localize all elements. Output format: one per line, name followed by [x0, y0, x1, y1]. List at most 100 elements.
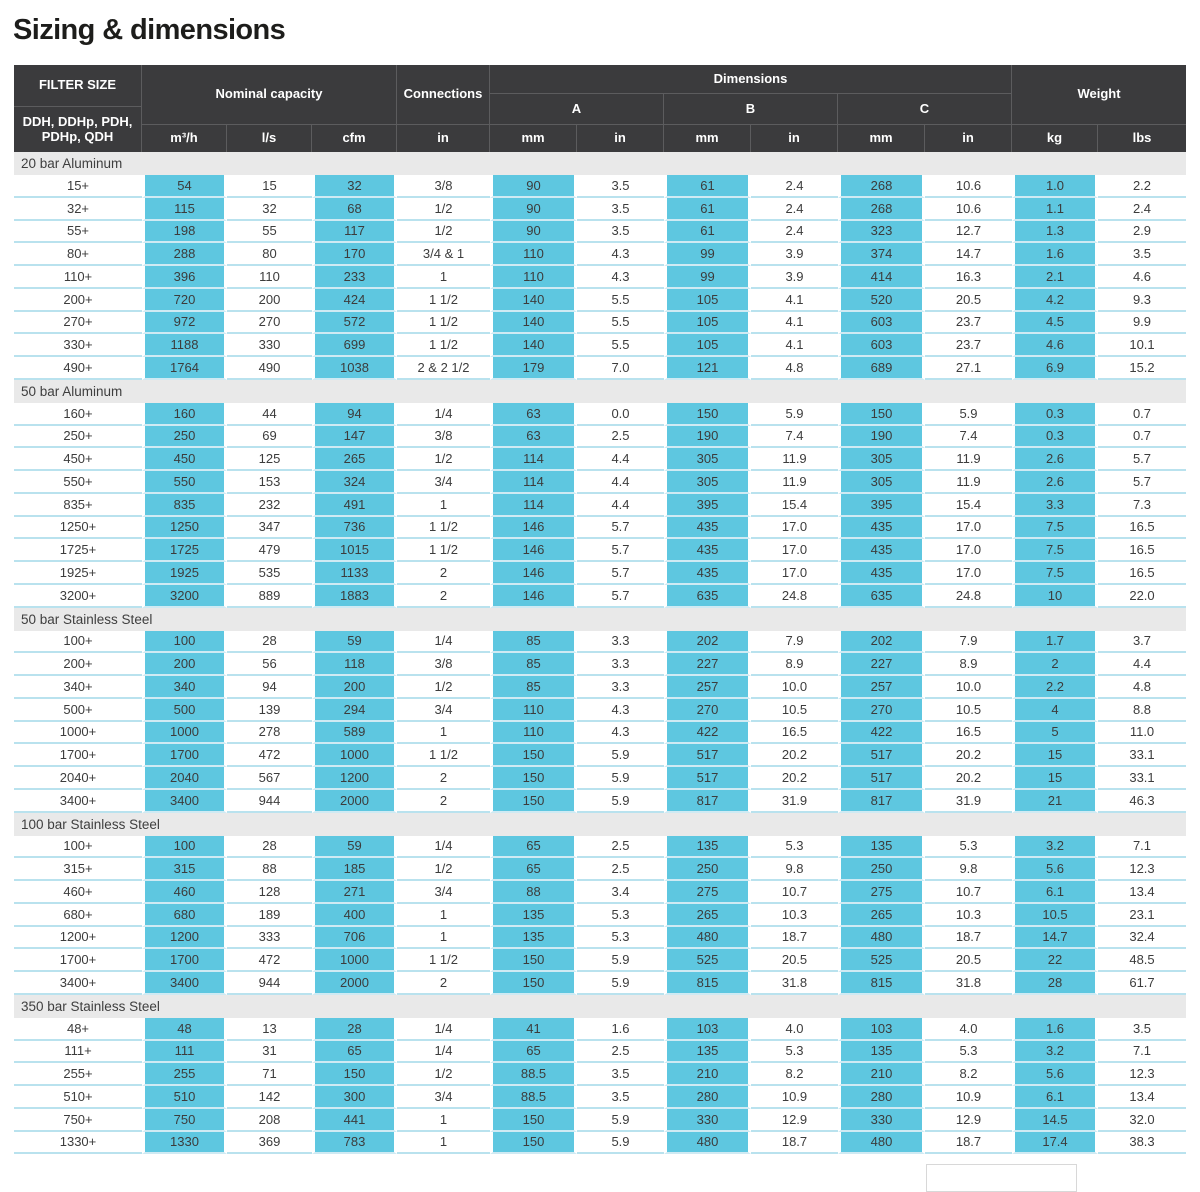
- table-row: 1700+ 1700 472 1000 1 1/2 150 5.9 517 20.2 517 20.…: [14, 744, 1186, 767]
- table-row: 3200+ 3200 889 1883 2 146 5.7 635 24.8 635 24.8 10 2…: [14, 584, 1186, 608]
- cell-a-mm: 146: [490, 516, 577, 540]
- cell-c-mm: 265: [838, 903, 925, 927]
- cutoff-box: [926, 1164, 1077, 1192]
- cell-b-mm: 330: [664, 1108, 751, 1132]
- cell-capacity-cfm: 706: [312, 926, 397, 950]
- cell-capacity-m3h: 1200: [142, 926, 227, 950]
- cell-connection-in: 1/4: [397, 631, 490, 654]
- cell-c-in: 10.6: [925, 175, 1012, 198]
- cell-weight-kg: 2.1: [1012, 266, 1098, 289]
- cell-capacity-ls: 944: [227, 790, 312, 813]
- table-row: 750+ 750 208 441 1 150 5.9 330 12.9 330 12.9 14.5 32…: [14, 1108, 1186, 1132]
- cell-b-mm: 517: [664, 767, 751, 790]
- cell-c-mm: 395: [838, 493, 925, 517]
- cell-a-in: 5.9: [577, 744, 664, 767]
- cell-b-in: 11.9: [751, 471, 838, 494]
- cell-capacity-cfm: 271: [312, 881, 397, 904]
- cell-capacity-m3h: 250: [142, 425, 227, 449]
- cell-capacity-ls: 128: [227, 881, 312, 904]
- cell-b-in: 31.9: [751, 790, 838, 813]
- cell-c-in: 7.4: [925, 426, 1012, 449]
- cell-connection-in: 1: [397, 904, 490, 927]
- header-filter-size: FILTER SIZE DDH, DDHp, PDH, PDHp, QDH: [14, 65, 141, 152]
- cell-a-in: 3.3: [577, 653, 664, 676]
- cell-c-in: 31.8: [925, 972, 1012, 995]
- cell-c-in: 17.0: [925, 562, 1012, 585]
- cell-capacity-ls: 535: [227, 562, 312, 585]
- table-row: 550+ 550 153 324 3/4 114 4.4 305 11.9 305 11.9 2.6 5…: [14, 471, 1186, 494]
- table-row: 55+ 198 55 117 1/2 90 3.5 61 2.4 323 12.7 1.3 2.9: [14, 220, 1186, 244]
- cell-c-mm: 480: [838, 926, 925, 950]
- col-header-c-mm: mm: [838, 125, 924, 152]
- header-filter-size-models: DDH, DDHp, PDH, PDHp, QDH: [22, 113, 133, 144]
- table-row: 100+ 100 28 59 1/4 85 3.3 202 7.9 202 7.9 1.7 3.7: [14, 630, 1186, 654]
- table-row: 340+ 340 94 200 1/2 85 3.3 257 10.0 257 10.0 2.2 4.8: [14, 676, 1186, 699]
- cell-c-in: 20.2: [925, 744, 1012, 767]
- col-header-a-mm: mm: [490, 125, 576, 152]
- cell-filter-size: 490+: [14, 357, 142, 380]
- cell-weight-lbs: 11.0: [1098, 722, 1186, 745]
- cell-c-mm: 525: [838, 949, 925, 972]
- cell-weight-lbs: 2.2: [1098, 175, 1186, 198]
- cell-b-mm: 135: [664, 835, 751, 859]
- cell-b-in: 31.8: [751, 972, 838, 995]
- col-header-a-in: in: [577, 125, 663, 152]
- cell-weight-kg: 21: [1012, 789, 1098, 813]
- cell-weight-lbs: 4.8: [1098, 676, 1186, 699]
- cell-filter-size: 55+: [14, 221, 142, 244]
- cell-a-in: 4.3: [577, 722, 664, 745]
- cell-c-mm: 520: [838, 288, 925, 312]
- cell-c-mm: 414: [838, 266, 925, 289]
- cell-b-mm: 61: [664, 220, 751, 244]
- cell-b-mm: 99: [664, 266, 751, 289]
- cell-capacity-ls: 110: [227, 266, 312, 289]
- cell-b-mm: 265: [664, 903, 751, 927]
- cell-c-in: 5.3: [925, 1041, 1012, 1064]
- cell-weight-lbs: 9.9: [1098, 312, 1186, 335]
- cell-a-in: 5.7: [577, 539, 664, 562]
- col-header-m3h: m³/h: [142, 125, 226, 152]
- cell-capacity-cfm: 2000: [312, 789, 397, 813]
- cell-b-mm: 817: [664, 789, 751, 813]
- cell-filter-size: 450+: [14, 448, 142, 471]
- cell-weight-kg: 22: [1012, 949, 1098, 972]
- col-header-b-in: in: [751, 125, 837, 152]
- cell-capacity-ls: 472: [227, 949, 312, 972]
- cell-b-mm: 270: [664, 698, 751, 722]
- cell-a-mm: 85: [490, 676, 577, 699]
- table-row: 2040+ 2040 567 1200 2 150 5.9 517 20.2 517 20.2 15 3…: [14, 767, 1186, 790]
- cell-b-mm: 99: [664, 243, 751, 266]
- cell-connection-in: 2: [397, 972, 490, 995]
- cell-capacity-cfm: 699: [312, 334, 397, 357]
- cell-a-mm: 85: [490, 630, 577, 654]
- cell-connection-in: 1 1/2: [397, 289, 490, 312]
- cell-c-in: 17.0: [925, 539, 1012, 562]
- cell-filter-size: 1250+: [14, 517, 142, 540]
- cell-capacity-cfm: 65: [312, 1040, 397, 1064]
- cell-b-in: 10.0: [751, 676, 838, 699]
- cell-c-in: 20.2: [925, 767, 1012, 790]
- table-row: 200+ 720 200 424 1 1/2 140 5.5 105 4.1 520 20.5 4.2…: [14, 288, 1186, 312]
- cell-a-in: 5.9: [577, 1109, 664, 1132]
- cell-b-in: 5.3: [751, 836, 838, 859]
- cell-b-in: 10.9: [751, 1086, 838, 1109]
- cell-capacity-cfm: 1883: [312, 584, 397, 608]
- col-header-c-in: in: [925, 125, 1011, 152]
- cell-weight-kg: 17.4: [1012, 1131, 1098, 1155]
- cell-weight-lbs: 13.4: [1098, 1086, 1186, 1109]
- col-header-lbs: lbs: [1098, 125, 1186, 152]
- cell-weight-lbs: 3.5: [1098, 1018, 1186, 1041]
- cell-weight-lbs: 5.7: [1098, 448, 1186, 471]
- cell-a-in: 3.5: [577, 175, 664, 198]
- table-row: 1700+ 1700 472 1000 1 1/2 150 5.9 525 20.5 525 20.…: [14, 949, 1186, 972]
- cell-b-in: 9.8: [751, 858, 838, 881]
- table-row: 1250+ 1250 347 736 1 1/2 146 5.7 435 17.0 435 17.0…: [14, 516, 1186, 540]
- section-header: 50 bar Aluminum: [14, 379, 1186, 403]
- cell-connection-in: 1 1/2: [397, 517, 490, 540]
- cell-filter-size: 3200+: [14, 585, 142, 608]
- cell-capacity-ls: 55: [227, 221, 312, 244]
- cell-b-in: 17.0: [751, 562, 838, 585]
- cell-filter-size: 500+: [14, 699, 142, 722]
- cell-filter-size: 680+: [14, 904, 142, 927]
- cell-b-in: 5.9: [751, 403, 838, 426]
